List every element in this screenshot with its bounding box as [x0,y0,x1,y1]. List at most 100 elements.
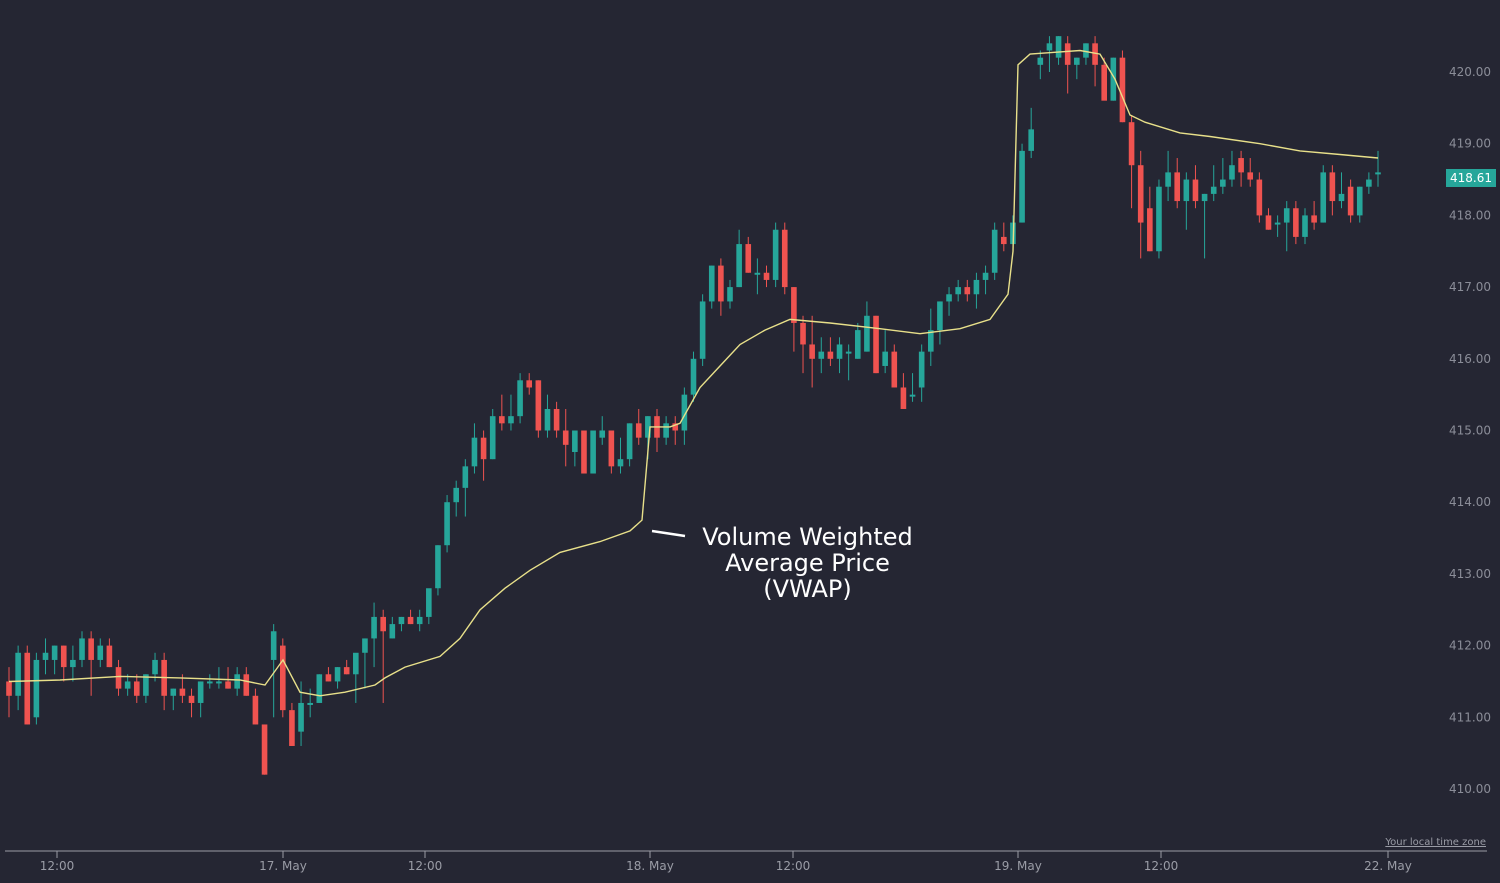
candle [1311,201,1317,230]
candle [261,724,268,775]
candle [800,315,806,374]
candle [499,394,505,431]
y-tick-label: 412.00 [1449,639,1491,653]
last-price-tag: 418.61 [1446,169,1496,187]
annotation-pointer [651,529,686,538]
y-tick-label: 418.00 [1449,208,1491,222]
candle [572,430,578,467]
candle [544,394,551,438]
candle [33,652,40,725]
candle [1274,215,1281,237]
candle [1019,143,1025,223]
candle [763,265,770,288]
y-tick-label: 415.00 [1449,424,1491,438]
candle [772,222,779,288]
candle [626,423,633,467]
candle [1028,107,1034,159]
x-tick-label: 12:00 [776,859,811,873]
candle [1147,186,1153,252]
candle [289,702,295,746]
candle [225,667,231,689]
candle [1338,172,1345,209]
candle [380,609,386,703]
candle [252,688,259,725]
candle [270,624,277,718]
candle [407,609,414,625]
candle [15,645,21,711]
candle [1329,165,1336,216]
candle [1293,201,1299,245]
candle [1128,115,1135,209]
candle [1101,57,1107,101]
candle [97,638,104,668]
y-tick-label: 410.00 [1449,782,1491,796]
candle [754,258,761,295]
candle [736,229,742,288]
candle [927,308,934,366]
candle [133,674,140,703]
candle [581,430,587,474]
candle [955,279,961,302]
candle [535,380,542,438]
y-tick-label: 416.00 [1449,352,1491,366]
candle [1302,208,1308,245]
y-tick-label: 419.00 [1449,137,1491,151]
candle [444,495,450,553]
y-tick-label: 411.00 [1449,710,1491,724]
candle [1137,150,1144,259]
candle [1229,150,1235,187]
candle [508,394,514,431]
candle [24,645,31,725]
candle [964,279,971,302]
candle [1037,50,1044,80]
x-tick-label: 17. May [259,859,307,873]
candle [991,222,998,280]
x-tick-label: 19. May [994,859,1042,873]
candle [973,272,980,309]
candle [1356,186,1363,223]
candle [6,667,12,718]
candle [343,659,350,675]
x-tick-label: 12:00 [1144,859,1179,873]
candle [188,688,195,718]
x-axis: 12:00 17. May 12:00 18. May 12:00 19. May 12:0… [40,851,1412,873]
candle [663,416,669,445]
candle [471,423,478,474]
candle [1366,172,1372,194]
x-tick-label: 22. May [1364,859,1412,873]
candle [398,616,405,632]
candle [60,645,67,682]
y-tick-label: 414.00 [1449,495,1491,509]
candle [1092,36,1098,87]
candle [827,337,834,366]
candlestick-series [6,36,1381,775]
candle [1174,158,1181,209]
candle [1347,179,1354,223]
candle [781,222,788,295]
candle [143,674,149,703]
vwap-annotation: Volume Weighted Average Price (VWAP) [680,524,935,602]
timezone-note[interactable]: Your local time zone [1385,837,1486,848]
candle [1283,201,1290,252]
y-tick-label: 417.00 [1449,280,1491,294]
candle [42,638,49,675]
vwap-line [8,49,1379,697]
candle [891,344,898,388]
candle [690,351,697,402]
candle [982,265,989,295]
candle [334,667,341,689]
annotation-line-2: Average Price [725,549,890,577]
candle [106,638,113,668]
candle [316,674,323,703]
x-tick-label: 12:00 [408,859,443,873]
candle [946,287,952,316]
candle [1320,165,1327,223]
candle [88,631,94,696]
x-tick-label: 12:00 [40,859,75,873]
candle [900,373,907,409]
candle [836,337,843,374]
candle [809,315,815,388]
candle [416,609,423,632]
candle [708,265,715,309]
